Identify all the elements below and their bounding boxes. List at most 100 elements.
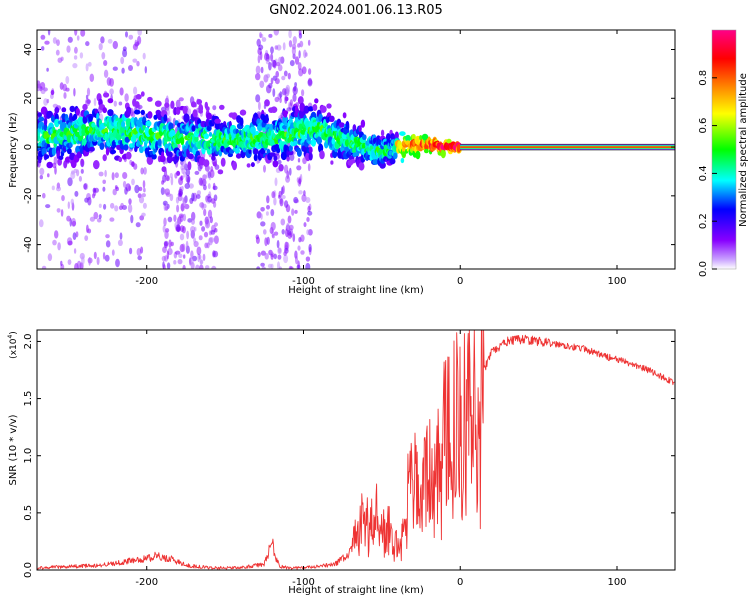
heatmap-scatter-cell xyxy=(307,163,311,172)
heatmap-scatter-cell xyxy=(104,254,110,262)
heatmap-scatter-cell xyxy=(84,235,89,242)
heatmap-scatter-cell xyxy=(72,232,77,241)
heatmap-scatter-cell xyxy=(42,192,46,199)
heatmap-ridge-cell xyxy=(146,155,154,165)
heatmap-ridge-cell xyxy=(303,105,310,114)
heatmap-scatter-cell xyxy=(173,260,177,265)
heatmap-scatter-cell xyxy=(270,77,274,85)
heatmap-ridge-cell xyxy=(126,106,132,116)
heatmap-scatter-cell xyxy=(180,203,184,212)
heatmap-ridge-cell xyxy=(99,142,105,150)
heatmap-scatter-cell xyxy=(85,94,89,100)
heatmap-scatter-cell xyxy=(167,216,173,223)
heatmap-ridge-cell xyxy=(307,106,314,112)
heatmap-scatter-cell xyxy=(52,37,58,44)
heatmap-ridge-cell xyxy=(411,133,416,140)
heatmap-scatter-cell xyxy=(104,169,107,178)
heatmap-scatter-cell xyxy=(39,175,43,180)
heatmap-scatter-cell xyxy=(272,59,277,69)
heatmap-scatter-cell xyxy=(288,30,292,39)
snr-x-tick-label: 0 xyxy=(457,577,463,588)
heatmap-scatter-cell xyxy=(162,200,168,206)
heatmap-ridge-cell xyxy=(350,158,356,164)
heatmap-ridge-cell xyxy=(63,160,68,169)
heatmap-scatter-cell xyxy=(283,251,287,256)
heatmap-scatter-cell xyxy=(284,164,289,174)
heatmap-scatter-cell xyxy=(299,40,304,48)
heatmap-scatter-cell xyxy=(196,246,202,256)
heatmap-ridge-cell xyxy=(43,117,48,126)
heatmap-scatter-cell xyxy=(212,250,219,258)
heatmap-scatter-cell xyxy=(271,233,275,239)
colorbar-tick-label: 0.6 xyxy=(698,118,709,134)
heatmap-scatter-cell xyxy=(109,88,114,95)
heatmap-scatter-cell xyxy=(279,91,283,98)
snr-plot-frame xyxy=(36,329,676,571)
heatmap-scatter-cell xyxy=(122,180,127,188)
heatmap-scatter-cell xyxy=(260,250,266,256)
heatmap-ridge-cell xyxy=(310,138,317,147)
heatmap-ridge-cell xyxy=(405,134,411,142)
heatmap-ridge-cell xyxy=(81,128,86,137)
heatmap-ridge-cell xyxy=(107,98,114,104)
heatmap-scatter-cell xyxy=(178,253,183,258)
heatmap-scatter-cell xyxy=(270,221,276,231)
heatmap-scatter-cell xyxy=(103,69,109,79)
heatmap-scatter-cell xyxy=(283,254,289,264)
heatmap-scatter-cell xyxy=(140,246,144,254)
heatmap-ridge-cell xyxy=(372,159,379,165)
heatmap-scatter-cell xyxy=(115,258,120,268)
heatmap-steady-line xyxy=(460,146,675,148)
heatmap-ridge-cell xyxy=(253,148,259,155)
heatmap-ridge-cell xyxy=(134,109,141,115)
heatmap-scatter-cell xyxy=(118,101,123,106)
heatmap-ridge-cell xyxy=(329,115,335,123)
heatmap-ridge-cell xyxy=(301,135,306,142)
heatmap-scatter-cell xyxy=(280,195,286,200)
heatmap-scatter-cell xyxy=(111,172,115,181)
heatmap-scatter-cell xyxy=(162,225,166,233)
heatmap-scatter-cell xyxy=(198,177,203,186)
heatmap-ridge-cell xyxy=(198,104,204,113)
heatmap-scatter-cell xyxy=(83,183,88,190)
heatmap-scatter-cell xyxy=(207,183,211,190)
heatmap-ridge-cell xyxy=(157,138,162,147)
heatmap-ridge-cell xyxy=(54,107,60,114)
heatmap-scatter-cell xyxy=(73,248,77,254)
heatmap-plot-frame xyxy=(36,29,676,270)
heatmap-scatter-cell xyxy=(276,44,282,51)
heatmap-ridge-cell xyxy=(46,110,53,118)
heatmap-ridge-cell xyxy=(358,162,365,171)
heatmap-scatter-cell xyxy=(297,62,302,71)
heatmap-scatter-cell xyxy=(186,230,190,240)
heatmap-ridge-cell xyxy=(131,161,135,167)
heatmap-scatter-cell xyxy=(184,183,190,189)
heatmap-scatter-cell xyxy=(286,107,292,112)
heatmap-scatter-cell xyxy=(255,94,261,103)
heatmap-scatter-cell xyxy=(107,38,113,44)
heatmap-scatter-cell xyxy=(135,222,141,228)
heatmap-scatter-cell xyxy=(98,214,102,220)
heatmap-ridge-cell xyxy=(194,136,199,143)
heatmap-ridge-cell xyxy=(239,109,247,116)
heatmap-scatter-cell xyxy=(114,205,119,212)
heatmap-ridge-cell xyxy=(180,136,185,146)
colorbar: 0.0 0.2 0.4 0.6 0.8 Normalized spectral ampl… xyxy=(698,29,749,277)
heatmap-ridge-cell xyxy=(163,114,168,122)
heatmap-scatter-cell xyxy=(182,264,186,269)
heatmap-scatter-cell xyxy=(138,196,145,204)
heatmap-scatter-cell xyxy=(273,231,279,236)
heatmap-ridge-cell xyxy=(446,138,452,144)
heatmap-ridge-cell xyxy=(259,148,266,155)
heatmap-scatter-cell xyxy=(209,216,213,224)
heatmap-scatter-cell xyxy=(298,50,301,59)
heatmap-ridge-cell xyxy=(38,116,45,122)
colorbar-tick-label: 0.0 xyxy=(698,261,709,277)
heatmap-scatter-cell xyxy=(57,242,61,251)
heatmap-scatter-cell xyxy=(47,253,53,262)
heatmap-ridge-cell xyxy=(37,112,42,118)
heatmap-scatter-cell xyxy=(283,70,288,77)
heatmap-scatter-cell xyxy=(185,174,191,183)
heatmap-scatter-cell xyxy=(80,30,86,37)
heatmap-ridge-cell xyxy=(424,148,429,154)
